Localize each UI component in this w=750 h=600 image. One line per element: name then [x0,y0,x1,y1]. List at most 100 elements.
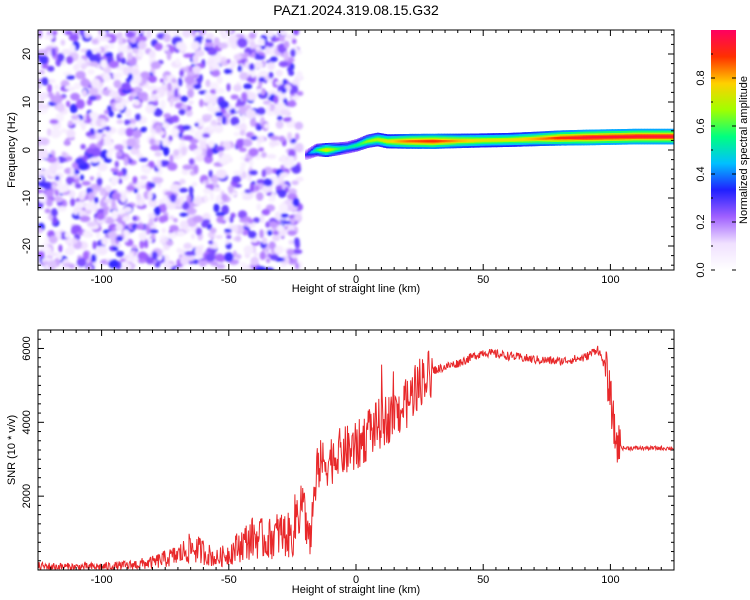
noise-speckle [247,218,254,224]
noise-speckle [65,156,73,162]
noise-speckle [74,183,82,189]
noise-speckle [47,246,52,257]
ridge-cell [532,137,536,141]
noise-speckle [136,193,142,201]
noise-speckle [82,89,88,98]
ridge-cell [424,140,427,143]
noise-speckle [278,135,286,142]
noise-speckle [181,201,190,211]
noise-speckle [146,225,151,235]
noise-speckle [265,46,270,55]
noise-speckle [162,122,170,129]
noise-speckle [72,238,78,245]
ridge-cell [601,136,604,139]
ridge-cell [344,146,348,149]
noise-speckle [276,37,280,42]
noise-speckle [96,212,105,221]
ridge-cell [596,136,600,139]
ridge-cell [436,140,439,143]
noise-speckle [92,147,101,158]
ridge-cell [560,136,563,140]
noise-speckle [126,137,137,147]
noise-speckle [179,212,189,217]
noise-speckle [228,184,234,194]
ridge-cell [624,135,627,138]
ridge-cell [337,147,340,150]
noise-speckle [106,33,117,44]
ridge-cell [433,140,436,143]
noise-speckle [120,57,126,65]
noise-speckle [94,196,99,204]
spectrogram-x-tick-label: 0 [353,274,359,286]
noise-speckle [258,76,266,83]
noise-speckle [114,102,125,111]
ridge-cell [558,136,562,140]
noise-speckle [95,133,102,141]
ridge-cell [370,139,374,142]
noise-speckle [137,50,144,58]
ridge-cell [598,136,601,139]
ridge-cell [656,135,659,138]
spectrogram-y-tick-label: 10 [21,96,33,108]
noise-speckle [169,193,177,203]
noise-speckle [79,174,85,181]
noise-speckle [66,129,76,139]
noise-speckle [165,240,174,246]
noise-speckle [50,208,58,217]
noise-speckle [275,120,284,129]
noise-speckle [122,215,131,222]
noise-speckle [284,199,293,205]
noise-speckle [211,63,221,69]
ridge-cell [608,135,612,139]
noise-speckle [96,129,104,134]
ridge-cell [561,136,565,140]
spectrogram-x-tick-label: -50 [221,274,237,286]
noise-speckle [127,52,133,61]
noise-speckle [54,196,63,203]
noise-speckle [290,217,296,225]
noise-speckle [114,144,125,151]
noise-speckle [167,82,172,92]
noise-speckle [158,199,164,205]
noise-speckle [243,83,253,90]
noise-speckle [261,151,267,158]
noise-speckle [255,46,262,51]
ridge-cell [668,135,671,138]
noise-speckle [291,180,299,186]
noise-speckle [259,251,266,260]
noise-speckle [177,77,183,87]
noise-speckle [239,129,246,136]
noise-speckle [153,206,161,216]
noise-speckle [129,251,134,262]
ridge-cell [398,140,401,143]
noise-speckle [88,192,94,202]
noise-speckle [178,187,188,193]
noise-speckle [64,30,74,36]
noise-speckle [88,61,99,67]
noise-speckle [204,180,210,185]
ridge-cell [509,138,513,141]
noise-speckle [242,264,247,270]
ridge-cell [387,140,391,143]
ridge-cell [544,137,548,140]
noise-speckle [273,95,279,105]
noise-speckle [295,176,304,182]
ridge-cell [453,139,456,143]
noise-speckle [122,229,130,236]
ridge-cell [468,139,471,142]
noise-speckle [291,164,302,174]
ridge-cell [444,140,447,143]
noise-speckle [68,263,75,269]
ridge-cell [434,140,438,143]
noise-speckle [100,188,105,196]
noise-speckle [92,240,97,250]
noise-speckle [193,83,202,90]
noise-speckle [156,159,162,170]
noise-speckle [173,149,180,157]
ridge-cell [372,139,375,142]
noise-speckle [290,95,300,101]
snr-y-tick-label: 2000 [21,484,33,508]
ridge-cell [476,139,479,142]
ridge-cell [463,139,467,142]
